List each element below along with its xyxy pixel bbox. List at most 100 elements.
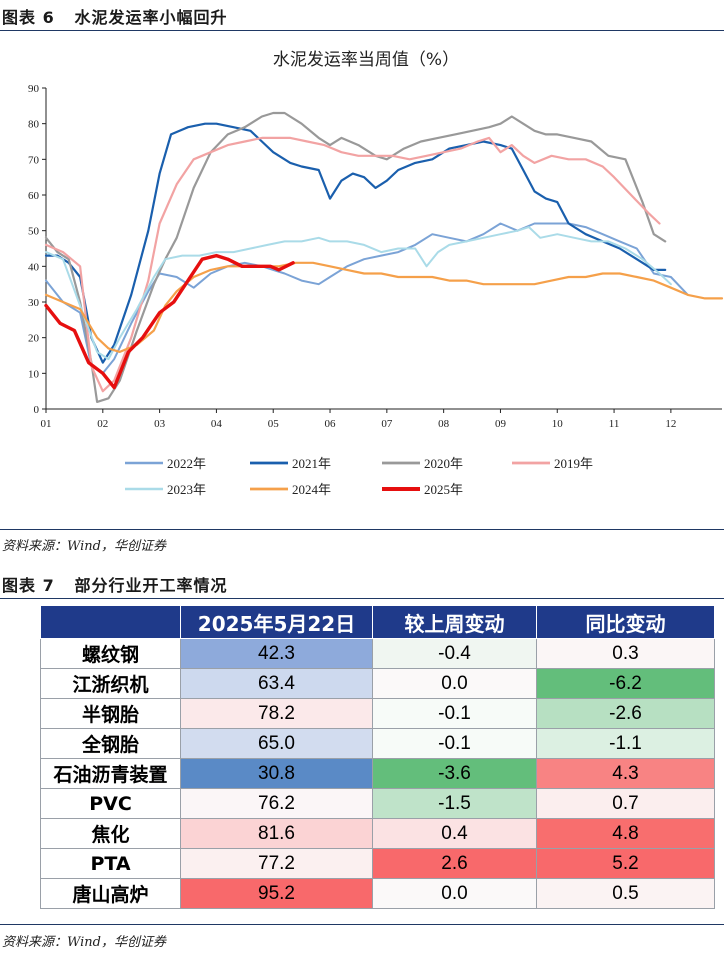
row-label: 唐山高炉: [40, 878, 181, 909]
figure6-bottom-rule: [0, 529, 724, 530]
figure7-heading: 部分行业开工率情况: [74, 576, 228, 595]
row-label: 石油沥青装置: [40, 758, 181, 789]
x-tick-label: 02: [97, 418, 108, 430]
cell-utilization: 30.8: [180, 758, 373, 789]
cell-year-change: 0.7: [536, 788, 715, 819]
cell-year-change: 0.5: [536, 878, 715, 909]
y-tick-label: 40: [28, 261, 40, 273]
cell-utilization: 42.3: [180, 638, 373, 669]
figure7-rule: [0, 598, 724, 599]
figure6-source: 资料来源：Wind，华创证券: [2, 539, 166, 554]
cell-year-change: 0.3: [536, 638, 715, 669]
series-line-2023年: [45, 226, 672, 361]
row-label: 江浙织机: [40, 668, 181, 699]
row-label: 螺纹钢: [40, 638, 181, 669]
row-label: 半钢胎: [40, 698, 181, 729]
x-tick-label: 01: [41, 418, 52, 430]
legend-label: 2019年: [554, 456, 593, 471]
legend-label: 2022年: [167, 456, 206, 471]
table-row: 江浙织机 63.4 0.0 -6.2: [40, 668, 715, 699]
cell-week-change: -0.4: [372, 638, 537, 669]
x-tick-label: 03: [154, 418, 166, 430]
industry-utilization-table: 2025年5月22日 较上周变动 同比变动 螺纹钢 42.3 -0.4 0.3 江浙织机…: [40, 605, 715, 909]
header-blank: [40, 605, 181, 639]
cell-utilization: 76.2: [180, 788, 373, 819]
cell-week-change: -0.1: [372, 728, 537, 759]
cell-week-change: -3.6: [372, 758, 537, 789]
table-row: 石油沥青装置 30.8 -3.6 4.3: [40, 758, 715, 789]
cell-utilization: 78.2: [180, 698, 373, 729]
y-tick-label: 20: [28, 333, 40, 345]
table-row: 螺纹钢 42.3 -0.4 0.3: [40, 638, 715, 669]
series-line-2020年: [44, 111, 667, 403]
cell-utilization: 63.4: [180, 668, 373, 699]
figure7-title: 图表 7 部分行业开工率情况: [2, 572, 227, 596]
cell-year-change: -6.2: [536, 668, 715, 699]
cell-year-change: 4.8: [536, 818, 715, 849]
row-label: PTA: [40, 848, 181, 879]
series-line-2024年: [44, 261, 724, 353]
y-tick-label: 0: [34, 404, 40, 416]
y-tick-label: 70: [28, 154, 40, 166]
table-row: PVC 76.2 -1.5 0.7: [40, 788, 715, 819]
chart-axes: 0 10 20 30 40 50 60 70 80 90 01 02 03 04 05 06 07 08 09 10 1…: [28, 83, 722, 430]
x-tick-label: 11: [609, 418, 620, 430]
table-row: PTA 77.2 2.6 5.2: [40, 848, 715, 879]
table-row: 唐山高炉 95.2 0.0 0.5: [40, 878, 715, 909]
y-tick-label: 50: [28, 226, 40, 238]
chart-legend: 2022年 2021年 2020年 2019年 2023年 2024年 2025年: [125, 456, 593, 497]
y-tick-label: 10: [28, 368, 40, 380]
table-row: 焦化 81.6 0.4 4.8: [40, 818, 715, 849]
figure7-bottom-rule: [0, 924, 724, 925]
cell-week-change: 0.0: [372, 668, 537, 699]
x-tick-label: 06: [325, 418, 337, 430]
cell-week-change: 0.4: [372, 818, 537, 849]
cell-year-change: -1.1: [536, 728, 715, 759]
figure6-title: 图表 6 水泥发运率小幅回升: [2, 4, 227, 28]
chart-series: [44, 111, 724, 403]
y-tick-label: 80: [28, 119, 40, 131]
x-tick-label: 05: [268, 418, 280, 430]
x-tick-label: 07: [381, 418, 393, 430]
cell-year-change: 4.3: [536, 758, 715, 789]
legend-label: 2021年: [292, 456, 331, 471]
cell-utilization: 65.0: [180, 728, 373, 759]
legend-label: 2025年: [424, 482, 463, 497]
x-tick-label: 12: [665, 418, 676, 430]
y-tick-label: 90: [28, 83, 40, 95]
y-tick-label: 30: [28, 297, 40, 309]
x-tick-label: 09: [495, 418, 507, 430]
figure6-rule: [0, 30, 724, 31]
header-date: 2025年5月22日: [180, 605, 373, 639]
table-body: 螺纹钢 42.3 -0.4 0.3 江浙织机 63.4 0.0 -6.2 半钢胎 78.2 -0.1…: [40, 638, 715, 909]
cell-week-change: -1.5: [372, 788, 537, 819]
series-line-2025年: [44, 253, 295, 390]
cell-week-change: 2.6: [372, 848, 537, 879]
cell-week-change: -0.1: [372, 698, 537, 729]
chart-title: 水泥发运率当周值（%）: [273, 50, 459, 70]
figure6-heading: 水泥发运率小幅回升: [74, 8, 228, 27]
row-label: 焦化: [40, 818, 181, 849]
cell-utilization: 95.2: [180, 878, 373, 909]
legend-label: 2024年: [292, 482, 331, 497]
series-line-2021年: [44, 122, 667, 364]
x-tick-label: 08: [438, 418, 450, 430]
table-row: 全钢胎 65.0 -0.1 -1.1: [40, 728, 715, 759]
header-wow: 较上周变动: [372, 605, 537, 639]
table-header-row: 2025年5月22日 较上周变动 同比变动: [40, 605, 715, 639]
row-label: PVC: [40, 788, 181, 819]
cell-year-change: 5.2: [536, 848, 715, 879]
figure7-source: 资料来源：Wind，华创证券: [2, 935, 166, 950]
row-label: 全钢胎: [40, 728, 181, 759]
x-tick-label: 10: [552, 418, 564, 430]
legend-label: 2023年: [167, 482, 206, 497]
cell-utilization: 77.2: [180, 848, 373, 879]
cell-week-change: 0.0: [372, 878, 537, 909]
table-row: 半钢胎 78.2 -0.1 -2.6: [40, 698, 715, 729]
cell-utilization: 81.6: [180, 818, 373, 849]
figure6-label: 图表 6: [2, 8, 55, 27]
cell-year-change: -2.6: [536, 698, 715, 729]
y-tick-label: 60: [28, 190, 40, 202]
legend-label: 2020年: [424, 456, 463, 471]
